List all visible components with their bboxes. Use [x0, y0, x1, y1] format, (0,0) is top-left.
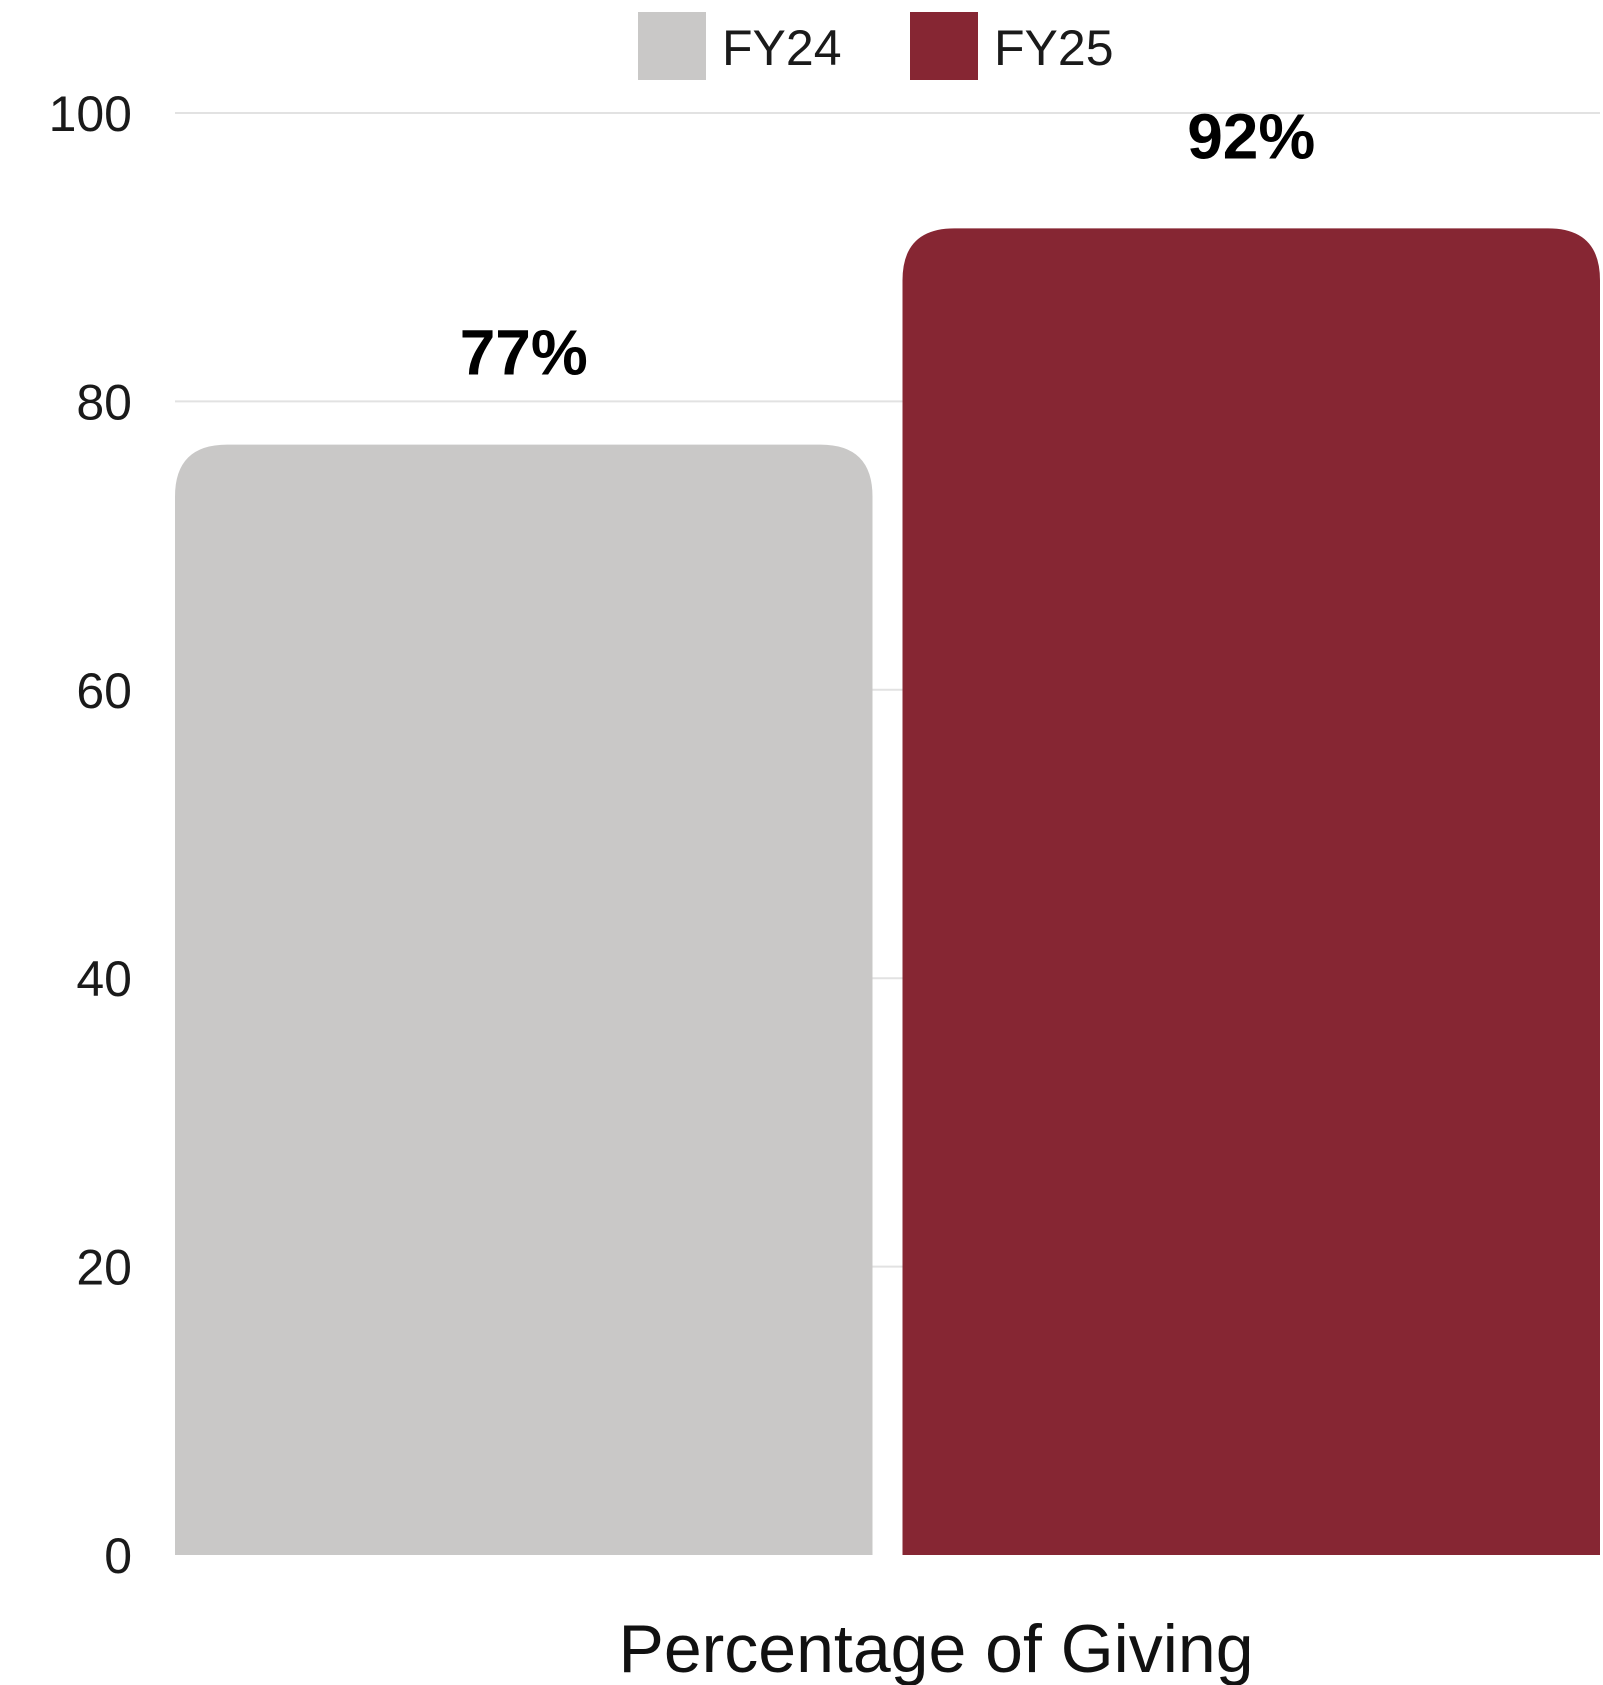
legend-label-fy24: FY24	[722, 20, 842, 76]
y-tick-label: 100	[49, 86, 132, 142]
category-label: Percentage of Giving	[618, 1611, 1253, 1685]
legend: FY24 FY25	[638, 12, 1114, 80]
y-tick-label: 0	[104, 1528, 132, 1584]
y-tick-label: 20	[76, 1240, 132, 1296]
legend-swatch-fy24	[638, 12, 706, 80]
legend-swatch-fy25	[910, 12, 978, 80]
legend-label-fy25: FY25	[994, 20, 1114, 76]
y-tick-label: 80	[76, 374, 132, 430]
y-tick-label: 60	[76, 663, 132, 719]
y-tick-label: 40	[76, 951, 132, 1007]
bar-fy25	[902, 228, 1600, 1556]
data-label-fy25: 92%	[1187, 100, 1315, 172]
data-labels: 77% 92%	[460, 100, 1316, 388]
bar-fy24	[175, 444, 873, 1555]
data-label-fy24: 77%	[460, 317, 588, 389]
bars	[175, 228, 1600, 1556]
y-axis-ticks: 0 20 40 60 80 100	[49, 86, 132, 1584]
